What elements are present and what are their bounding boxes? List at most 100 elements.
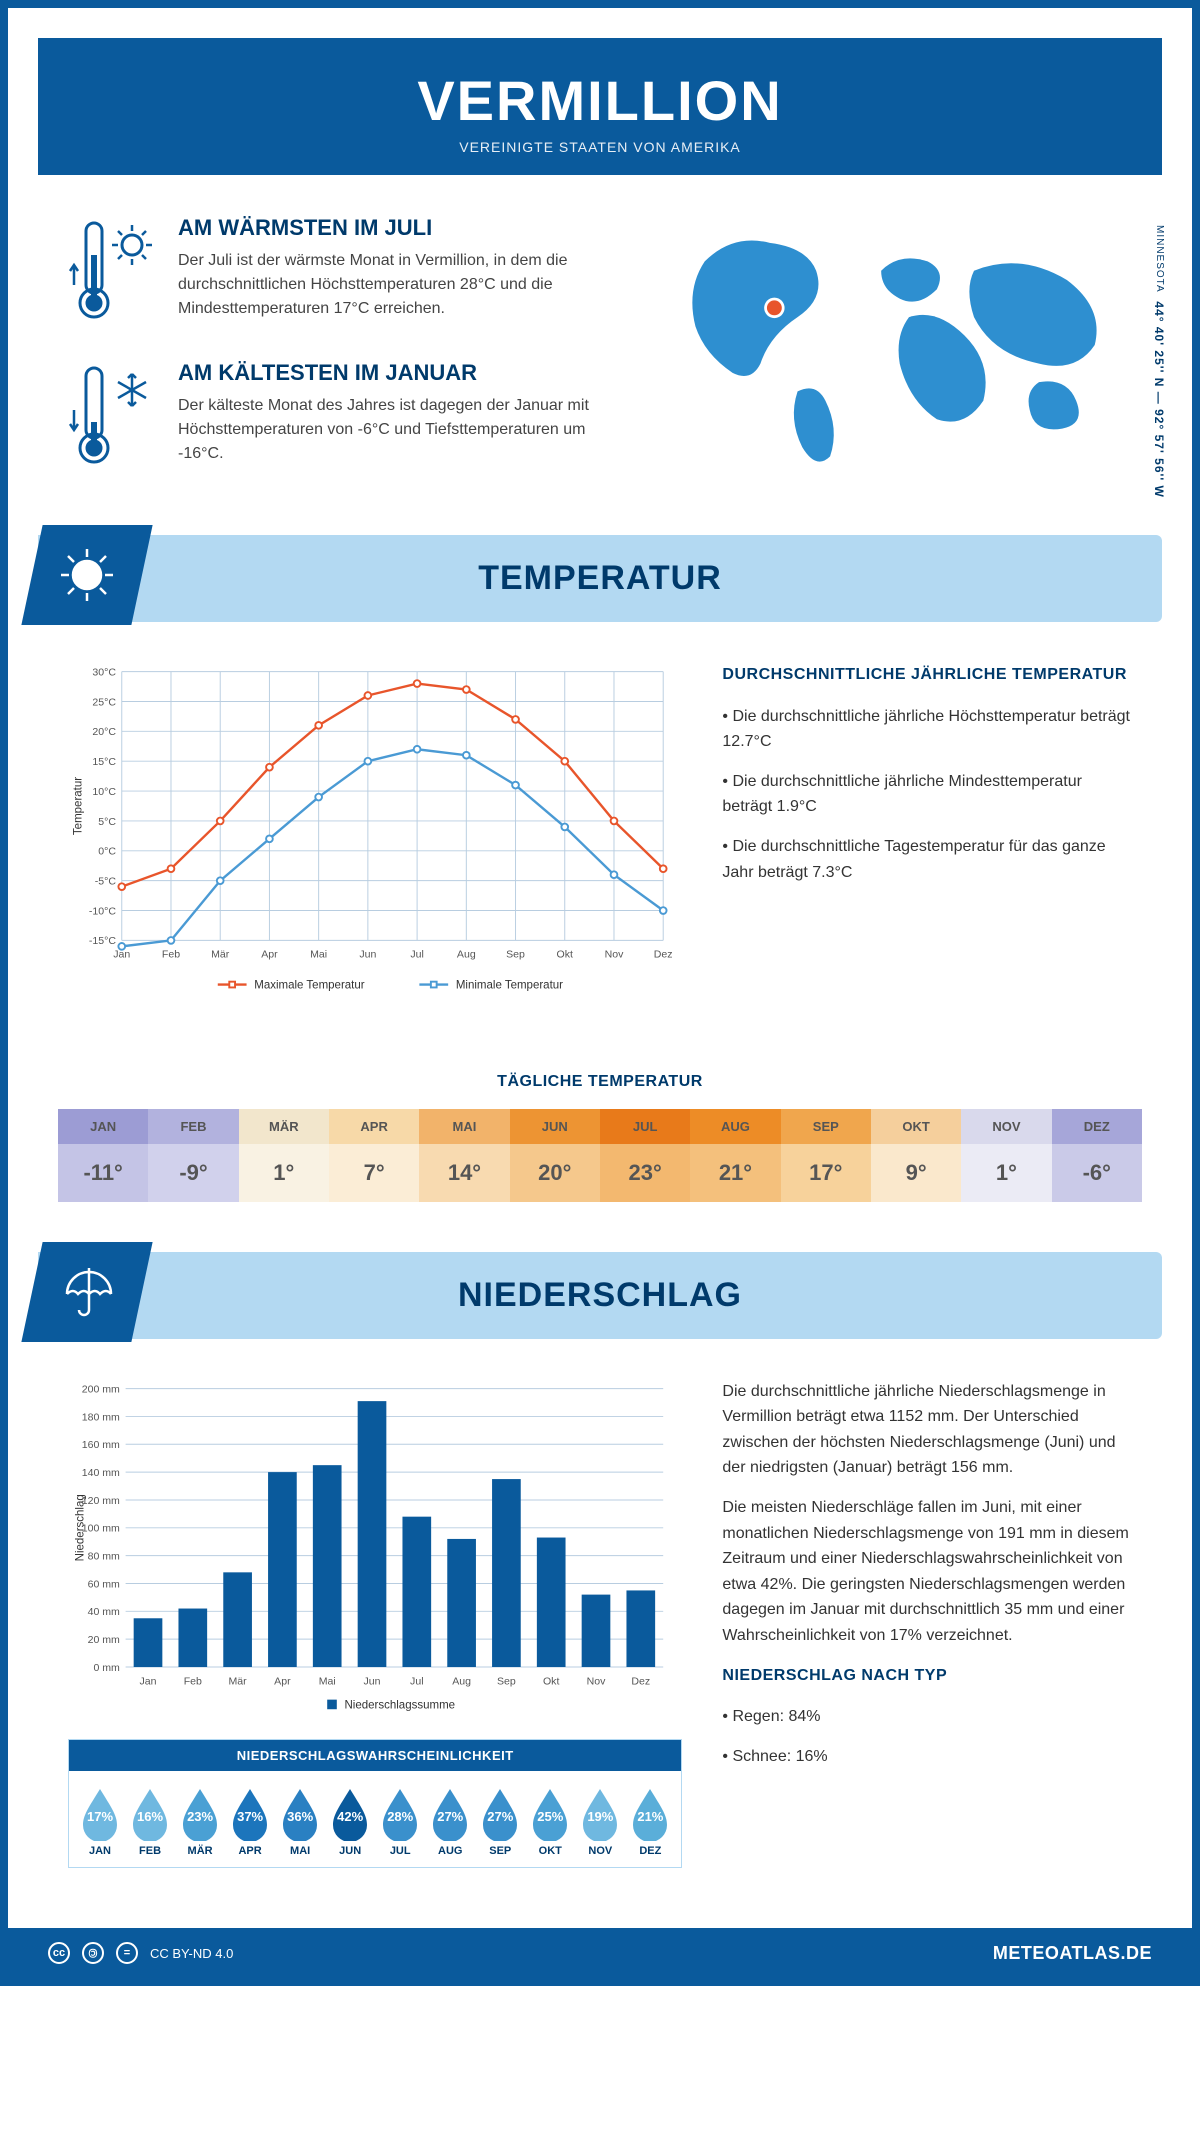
svg-text:Feb: Feb (184, 1675, 202, 1687)
daily-cell: OKT9° (871, 1109, 961, 1202)
page-subtitle: VEREINIGTE STAATEN VON AMERIKA (58, 139, 1142, 155)
svg-text:0 mm: 0 mm (93, 1661, 120, 1673)
svg-text:Jan: Jan (139, 1675, 156, 1687)
svg-text:20°C: 20°C (92, 726, 116, 738)
svg-text:200 mm: 200 mm (82, 1383, 120, 1395)
license-text: CC BY-ND 4.0 (150, 1946, 233, 1961)
prob-drop: 19%NOV (575, 1785, 625, 1857)
daily-cell: JUL23° (600, 1109, 690, 1202)
svg-text:-15°C: -15°C (89, 935, 116, 947)
prob-drop: 42%JUN (325, 1785, 375, 1857)
precipitation-bar-chart: 0 mm 20 mm 40 mm 60 mm 80 mm 100 mm 120 mm 140 … (68, 1379, 682, 1725)
infographic-page: VERMILLION VEREINIGTE STAATEN VON AMERIK… (0, 0, 1200, 1986)
svg-text:Apr: Apr (261, 949, 278, 961)
prob-drop: 27%SEP (475, 1785, 525, 1857)
nd-icon: = (116, 1942, 138, 1964)
svg-text:Sep: Sep (506, 949, 525, 961)
temperature-line-chart: -15°C-10°C-5°C0°C5°C10°C15°C20°C25°C30°C… (68, 662, 682, 1008)
daily-cell: JAN-11° (58, 1109, 148, 1202)
svg-text:80 mm: 80 mm (88, 1550, 120, 1562)
svg-text:Maximale Temperatur: Maximale Temperatur (254, 979, 365, 991)
svg-text:Dez: Dez (654, 949, 673, 961)
fact-coldest-title: AM KÄLTESTEN IM JANUAR (178, 360, 627, 386)
temp-bullet: • Die durchschnittliche jährliche Höchst… (722, 704, 1132, 755)
svg-text:160 mm: 160 mm (82, 1439, 120, 1451)
svg-text:10°C: 10°C (92, 786, 116, 798)
daily-temp-table: JAN-11°FEB-9°MÄR1°APR7°MAI14°JUN20°JUL23… (58, 1109, 1142, 1202)
fact-warmest-text: Der Juli ist der wärmste Monat in Vermil… (178, 249, 627, 321)
svg-text:Okt: Okt (543, 1675, 559, 1687)
daily-cell: MÄR1° (239, 1109, 329, 1202)
svg-text:40 mm: 40 mm (88, 1606, 120, 1618)
svg-text:Jun: Jun (359, 949, 376, 961)
fact-warmest: AM WÄRMSTEN IM JULI Der Juli ist der wär… (68, 215, 627, 330)
svg-text:20 mm: 20 mm (88, 1634, 120, 1646)
svg-text:140 mm: 140 mm (82, 1467, 120, 1479)
svg-text:Mär: Mär (229, 1675, 248, 1687)
page-header: VERMILLION VEREINIGTE STAATEN VON AMERIK… (38, 38, 1162, 175)
prob-drop: 16%FEB (125, 1785, 175, 1857)
svg-text:Mai: Mai (310, 949, 327, 961)
prob-drop: 23%MÄR (175, 1785, 225, 1857)
temperature-section-header: TEMPERATUR (38, 535, 1162, 622)
precipitation-probability-box: NIEDERSCHLAGSWAHRSCHEINLICHKEIT 17%JAN 1… (68, 1739, 682, 1868)
thermometer-sun-icon (68, 215, 158, 330)
map-marker-icon (766, 300, 781, 315)
fact-warmest-title: AM WÄRMSTEN IM JULI (178, 215, 627, 241)
svg-text:Minimale Temperatur: Minimale Temperatur (456, 979, 563, 991)
daily-cell: FEB-9° (148, 1109, 238, 1202)
svg-text:Aug: Aug (452, 1675, 471, 1687)
svg-text:Dez: Dez (631, 1675, 650, 1687)
prob-drop: 27%AUG (425, 1785, 475, 1857)
fact-coldest: AM KÄLTESTEN IM JANUAR Der kälteste Mona… (68, 360, 627, 475)
page-title: VERMILLION (58, 68, 1142, 133)
coordinates-label: MINNESOTA 44° 40' 25'' N — 92° 57' 56'' … (1152, 225, 1166, 498)
fact-coldest-text: Der kälteste Monat des Jahres ist dagege… (178, 394, 627, 466)
precip-para: Die meisten Niederschläge fallen im Juni… (722, 1495, 1132, 1649)
svg-text:Niederschlag: Niederschlag (74, 1494, 86, 1561)
svg-text:-10°C: -10°C (89, 905, 116, 917)
svg-text:Jun: Jun (363, 1675, 380, 1687)
svg-text:60 mm: 60 mm (88, 1578, 120, 1590)
svg-text:30°C: 30°C (92, 666, 116, 678)
svg-text:15°C: 15°C (92, 756, 116, 768)
sun-icon (21, 525, 152, 625)
svg-text:Nov: Nov (587, 1675, 606, 1687)
daily-cell: MAI14° (419, 1109, 509, 1202)
prob-drop: 25%OKT (525, 1785, 575, 1857)
svg-text:Nov: Nov (605, 949, 624, 961)
svg-text:Mär: Mär (211, 949, 230, 961)
svg-text:Jul: Jul (410, 949, 423, 961)
prob-drop: 21%DEZ (625, 1785, 675, 1857)
svg-text:Feb: Feb (162, 949, 180, 961)
precip-type-snow: • Schnee: 16% (722, 1744, 1132, 1770)
temp-avg-title: DURCHSCHNITTLICHE JÄHRLICHE TEMPERATUR (722, 662, 1132, 688)
svg-text:Apr: Apr (274, 1675, 291, 1687)
svg-text:120 mm: 120 mm (82, 1494, 120, 1506)
temp-bullet: • Die durchschnittliche Tagestemperatur … (722, 834, 1132, 885)
svg-text:0°C: 0°C (98, 846, 116, 858)
svg-text:Jul: Jul (410, 1675, 423, 1687)
svg-text:180 mm: 180 mm (82, 1411, 120, 1423)
precip-type-title: NIEDERSCHLAG NACH TYP (722, 1663, 1132, 1689)
site-credit: METEOATLAS.DE (993, 1943, 1152, 1964)
svg-text:Mai: Mai (319, 1675, 336, 1687)
by-icon: 🄯 (82, 1942, 104, 1964)
umbrella-icon (21, 1242, 152, 1342)
precip-para: Die durchschnittliche jährliche Niedersc… (722, 1379, 1132, 1481)
svg-text:Aug: Aug (457, 949, 476, 961)
page-footer: cc 🄯 = CC BY-ND 4.0 METEOATLAS.DE (8, 1928, 1192, 1978)
daily-cell: SEP17° (781, 1109, 871, 1202)
svg-text:Sep: Sep (497, 1675, 516, 1687)
prob-title: NIEDERSCHLAGSWAHRSCHEINLICHKEIT (69, 1740, 681, 1771)
intro-section: AM WÄRMSTEN IM JULI Der Juli ist der wär… (8, 215, 1192, 535)
svg-text:Okt: Okt (557, 949, 573, 961)
world-map (667, 215, 1132, 475)
daily-cell: AUG21° (690, 1109, 780, 1202)
svg-text:5°C: 5°C (98, 816, 116, 828)
daily-cell: JUN20° (510, 1109, 600, 1202)
svg-text:100 mm: 100 mm (82, 1522, 120, 1534)
cc-icon: cc (48, 1942, 70, 1964)
temp-bullet: • Die durchschnittliche jährliche Mindes… (722, 769, 1132, 820)
svg-text:-5°C: -5°C (95, 876, 117, 888)
